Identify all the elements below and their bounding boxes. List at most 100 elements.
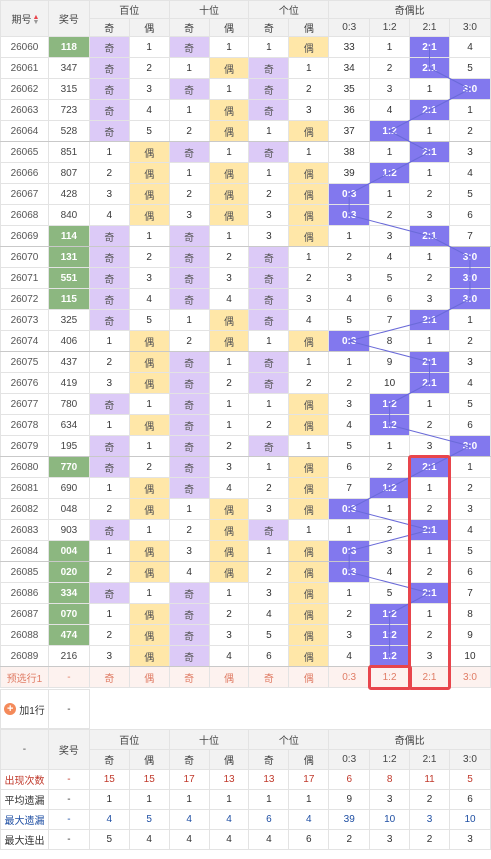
number-cell: 020 bbox=[47, 561, 90, 583]
predict-ratio-cell[interactable]: 0:3 bbox=[328, 666, 371, 688]
predict-select-cell[interactable]: 奇 bbox=[88, 666, 130, 688]
ratio-miss-cell: 6 bbox=[328, 456, 371, 478]
miss-count-cell: 4 bbox=[128, 288, 170, 310]
odd-cell: 奇 bbox=[168, 582, 210, 604]
issue-cell: 26064 bbox=[0, 120, 49, 142]
odd-cell: 奇 bbox=[248, 351, 290, 373]
ratio-miss-cell: 3 bbox=[328, 624, 371, 646]
sort-icon[interactable]: ▲ ▼ bbox=[32, 14, 40, 27]
miss-count-cell: 1 bbox=[208, 141, 250, 163]
predict-select-cell[interactable]: 偶 bbox=[128, 666, 170, 688]
number-cell: 903 bbox=[47, 519, 90, 541]
table-row: 26066 807 2 偶 1 偶 1 偶 39 1:2 1 4 bbox=[0, 162, 491, 184]
miss-count-cell: 1 bbox=[88, 477, 130, 499]
miss-count-cell: 2 bbox=[248, 183, 290, 205]
ratio-miss-cell: 3 bbox=[448, 351, 491, 373]
stats-value: 4 bbox=[288, 809, 330, 830]
ratio-miss-cell: 1 bbox=[369, 141, 411, 163]
miss-count-cell: 5 bbox=[128, 309, 170, 331]
add-row-button[interactable]: + 加1行 bbox=[0, 689, 49, 729]
ratio-miss-cell: 1 bbox=[369, 498, 411, 520]
stats-number: - bbox=[47, 809, 90, 830]
ratio-hit-cell: 1:2 bbox=[369, 393, 411, 415]
issue-cell: 26065 bbox=[0, 141, 49, 163]
odd-cell: 奇 bbox=[88, 309, 130, 331]
odd-cell: 奇 bbox=[168, 414, 210, 436]
ratio-miss-cell: 1 bbox=[409, 162, 450, 184]
ratio-miss-cell: 1 bbox=[409, 603, 450, 625]
miss-count-cell: 2 bbox=[168, 330, 210, 352]
predict-ratio-cell[interactable]: 2:1 bbox=[409, 666, 450, 688]
table-row: 26082 048 2 偶 1 偶 3 偶 0:3 1 2 3 bbox=[0, 498, 491, 520]
ratio-miss-cell: 3 bbox=[448, 498, 491, 520]
number-cell: 131 bbox=[47, 246, 90, 268]
even-cell: 偶 bbox=[288, 456, 330, 478]
predict-row[interactable]: 预选行1- 奇偶奇偶奇偶 0:3 1:2 2:1 3:0 bbox=[0, 666, 491, 688]
ratio-miss-cell: 4 bbox=[369, 246, 411, 268]
miss-count-cell: 2 bbox=[128, 456, 170, 478]
odd-cell: 奇 bbox=[168, 435, 210, 457]
issue-cell: 26086 bbox=[0, 582, 49, 604]
ratio-miss-cell: 5 bbox=[448, 393, 491, 415]
predict-select-cell[interactable]: 奇 bbox=[248, 666, 290, 688]
even-cell: 偶 bbox=[288, 183, 330, 205]
ratio-hit-cell: 3:0 bbox=[448, 267, 491, 289]
stats-value: 3 bbox=[409, 809, 450, 830]
table-row: 26077 780 奇 1 奇 1 1 偶 3 1:2 1 5 bbox=[0, 393, 491, 415]
even-cell: 偶 bbox=[288, 162, 330, 184]
issue-cell: 26061 bbox=[0, 57, 49, 79]
ratio-miss-cell: 1 bbox=[409, 246, 450, 268]
miss-count-cell: 1 bbox=[248, 162, 290, 184]
number-cell: 428 bbox=[47, 183, 90, 205]
predict-ratio-cell[interactable]: 3:0 bbox=[448, 666, 491, 688]
predict-select-cell[interactable]: 奇 bbox=[168, 666, 210, 688]
predict-ratio-cell[interactable]: 1:2 bbox=[369, 666, 411, 688]
ratio-miss-cell: 1 bbox=[409, 330, 450, 352]
miss-count-cell: 3 bbox=[208, 624, 250, 646]
miss-count-cell: 1 bbox=[88, 141, 130, 163]
stats-value: 1 bbox=[88, 789, 130, 810]
even-cell: 偶 bbox=[128, 477, 170, 499]
stats-label: 最大连出 bbox=[0, 829, 49, 850]
issue-header[interactable]: 期号 ▲ ▼ bbox=[0, 0, 49, 37]
miss-count-cell: 1 bbox=[248, 330, 290, 352]
ratio-header: 奇偶比 bbox=[328, 729, 491, 750]
stats-value: 4 bbox=[168, 829, 210, 850]
ratio-3-0-header: 3:0 bbox=[449, 18, 491, 37]
miss-count-cell: 1 bbox=[128, 582, 170, 604]
ratio-miss-cell: 2 bbox=[448, 477, 491, 499]
ratio-miss-cell: 2 bbox=[328, 372, 371, 394]
odd-cell: 奇 bbox=[248, 246, 290, 268]
issue-cell: 26068 bbox=[0, 204, 49, 226]
ratio-miss-cell: 1 bbox=[369, 183, 411, 205]
issue-cell: 26069 bbox=[0, 225, 49, 247]
ratio-miss-cell: 2 bbox=[409, 561, 450, 583]
stats-value: 10 bbox=[369, 809, 411, 830]
miss-count-cell: 4 bbox=[128, 99, 170, 121]
miss-count-cell: 4 bbox=[88, 204, 130, 226]
issue-cell: 26074 bbox=[0, 330, 49, 352]
odd-cell: 奇 bbox=[168, 351, 210, 373]
ratio-miss-cell: 4 bbox=[448, 36, 491, 58]
even-cell: 偶 bbox=[288, 393, 330, 415]
miss-count-cell: 1 bbox=[288, 57, 330, 79]
miss-count-cell: 1 bbox=[88, 330, 130, 352]
number-cell: 334 bbox=[47, 582, 90, 604]
stats-value: 1 bbox=[288, 789, 330, 810]
predict-select-cell[interactable]: 偶 bbox=[288, 666, 330, 688]
ratio-miss-cell: 2 bbox=[369, 57, 411, 79]
stats-value: 6 bbox=[328, 769, 371, 790]
issue-cell: 26067 bbox=[0, 183, 49, 205]
ratio-miss-cell: 35 bbox=[328, 78, 371, 100]
ratio-hit-cell: 2:1 bbox=[409, 36, 450, 58]
miss-count-cell: 1 bbox=[208, 78, 250, 100]
add-row-value: - bbox=[47, 689, 90, 729]
ratio-miss-cell: 5 bbox=[369, 267, 411, 289]
ratio-miss-cell: 10 bbox=[448, 645, 491, 667]
stats-value: 2 bbox=[409, 829, 450, 850]
predict-select-cell[interactable]: 偶 bbox=[208, 666, 250, 688]
number-cell: 048 bbox=[47, 498, 90, 520]
even-cell: 偶 bbox=[128, 645, 170, 667]
odd-cell: 奇 bbox=[248, 288, 290, 310]
stats-value: 39 bbox=[328, 809, 371, 830]
